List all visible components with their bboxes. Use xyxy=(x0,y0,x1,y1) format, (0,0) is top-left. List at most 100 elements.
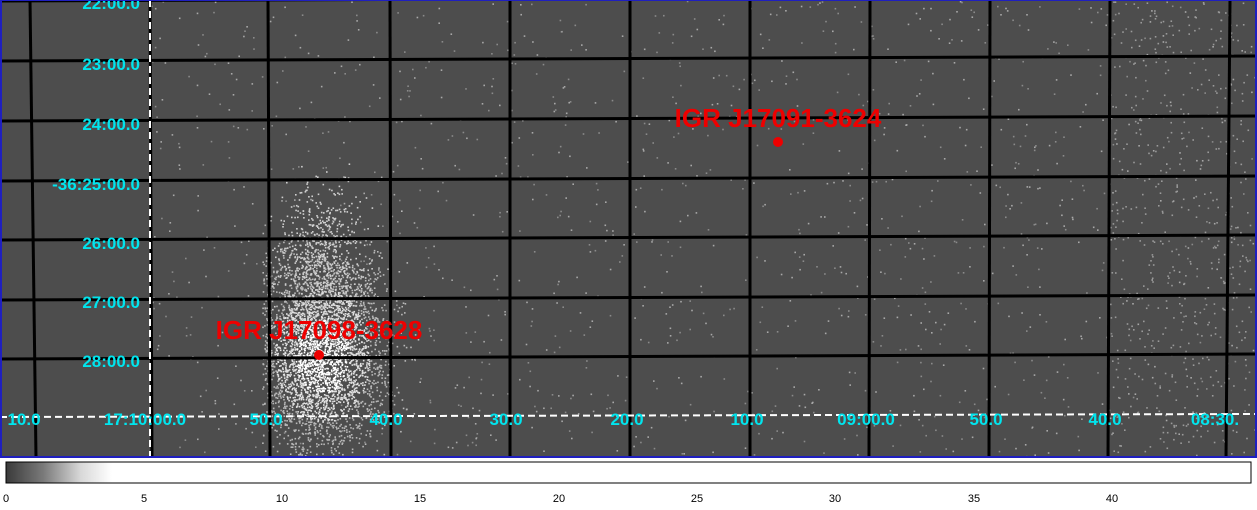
noise-dot xyxy=(890,243,892,246)
noise-dot xyxy=(353,402,355,404)
noise-dot xyxy=(318,369,320,371)
noise-dot xyxy=(261,76,264,78)
noise-dot xyxy=(337,338,339,341)
noise-dot xyxy=(323,323,325,325)
noise-dot xyxy=(315,367,318,369)
noise-dot xyxy=(327,419,330,422)
noise-dot xyxy=(323,372,326,375)
noise-dot xyxy=(282,70,284,72)
noise-dot xyxy=(313,325,316,328)
noise-dot xyxy=(272,407,275,410)
noise-dot xyxy=(338,361,340,363)
noise-dot xyxy=(251,203,254,205)
noise-dot xyxy=(1179,346,1182,348)
noise-dot xyxy=(326,373,328,376)
noise-dot xyxy=(864,314,867,316)
noise-dot xyxy=(178,146,181,149)
noise-dot xyxy=(278,383,280,386)
noise-dot xyxy=(283,308,286,311)
noise-dot xyxy=(1222,307,1224,310)
noise-dot xyxy=(409,440,412,443)
noise-dot xyxy=(301,395,304,397)
noise-dot xyxy=(379,370,381,372)
noise-dot xyxy=(331,395,334,397)
noise-dot xyxy=(357,413,360,415)
noise-dot xyxy=(361,349,363,351)
noise-dot xyxy=(337,295,339,298)
noise-dot xyxy=(871,181,874,183)
noise-dot xyxy=(310,329,312,331)
noise-dot xyxy=(289,453,292,455)
noise-dot xyxy=(284,56,287,59)
noise-dot xyxy=(301,373,304,375)
noise-dot xyxy=(1122,207,1124,210)
noise-dot xyxy=(1157,183,1160,185)
noise-dot xyxy=(991,164,993,166)
noise-dot xyxy=(917,345,920,347)
noise-dot xyxy=(303,448,305,450)
noise-dot xyxy=(513,121,516,123)
noise-dot xyxy=(333,336,335,339)
noise-dot xyxy=(307,403,309,406)
noise-dot xyxy=(296,391,298,394)
noise-dot xyxy=(294,199,296,201)
noise-dot xyxy=(233,403,236,406)
noise-dot xyxy=(295,328,298,330)
noise-dot xyxy=(1026,186,1029,188)
noise-dot xyxy=(872,341,875,343)
noise-dot xyxy=(1245,377,1247,380)
noise-dot xyxy=(307,352,309,355)
noise-dot xyxy=(350,324,353,327)
noise-dot xyxy=(896,361,899,364)
noise-dot xyxy=(1033,149,1036,152)
noise-dot xyxy=(346,373,349,375)
noise-dot xyxy=(293,418,296,420)
noise-dot xyxy=(364,347,367,349)
noise-dot xyxy=(656,157,659,159)
noise-dot xyxy=(635,436,637,438)
noise-dot xyxy=(349,315,352,318)
noise-dot xyxy=(1145,307,1148,310)
noise-dot xyxy=(398,352,401,355)
noise-dot xyxy=(331,360,334,363)
noise-dot xyxy=(332,379,334,382)
noise-dot xyxy=(357,350,360,353)
noise-dot xyxy=(310,312,313,314)
noise-dot xyxy=(340,378,342,380)
noise-dot xyxy=(634,317,636,319)
noise-dot xyxy=(302,323,305,325)
noise-dot xyxy=(940,328,942,331)
noise-dot xyxy=(745,234,748,236)
noise-dot xyxy=(339,387,341,389)
noise-dot xyxy=(1116,209,1119,211)
noise-dot xyxy=(354,380,356,383)
noise-dot xyxy=(277,387,279,389)
noise-dot xyxy=(504,313,506,316)
noise-dot xyxy=(360,401,363,404)
noise-dot xyxy=(1041,248,1043,250)
noise-dot xyxy=(369,369,371,371)
noise-dot xyxy=(329,346,332,349)
noise-dot xyxy=(306,273,309,276)
noise-dot xyxy=(311,417,314,420)
noise-dot xyxy=(847,315,850,318)
noise-dot xyxy=(318,399,321,401)
noise-dot xyxy=(305,304,307,307)
sky-image-panel[interactable]: 22:00.0 23:00.0 24:00.0 -36:25:00.0 26:0… xyxy=(0,0,1257,458)
noise-dot xyxy=(297,437,300,440)
noise-dot xyxy=(341,370,344,372)
noise-dot xyxy=(325,401,328,403)
noise-dot xyxy=(492,78,495,80)
noise-dot xyxy=(326,331,328,334)
noise-dot xyxy=(362,374,364,377)
noise-dot xyxy=(1180,312,1182,314)
noise-dot xyxy=(362,389,365,392)
noise-dot xyxy=(857,454,859,456)
noise-dot xyxy=(295,348,297,350)
noise-dot xyxy=(438,269,440,271)
noise-dot xyxy=(1151,254,1154,256)
noise-dot xyxy=(875,391,877,393)
noise-dot xyxy=(292,319,294,321)
noise-dot xyxy=(300,347,303,349)
noise-dot xyxy=(310,399,313,402)
